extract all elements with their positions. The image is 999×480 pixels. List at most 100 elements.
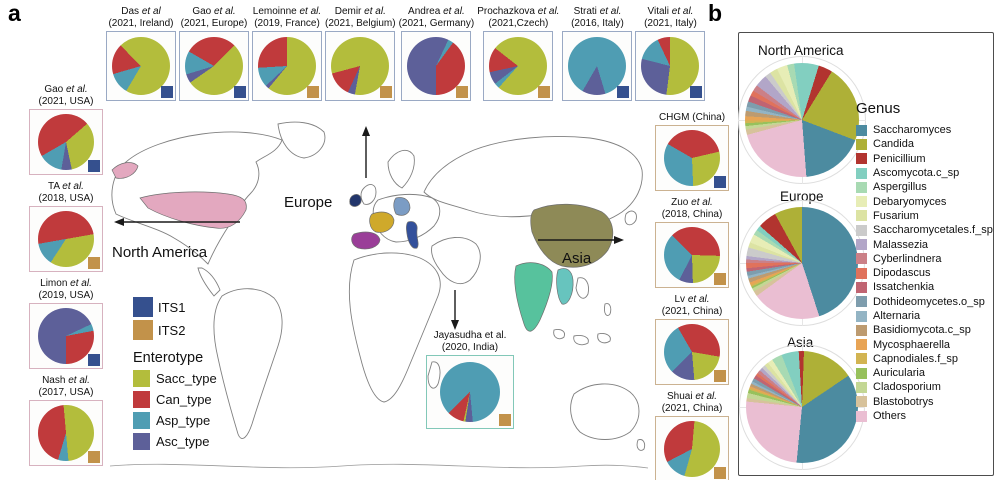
pie-box bbox=[655, 319, 729, 385]
genus-label: Capnodiales.f_sp bbox=[873, 352, 959, 365]
study-etal: et al. bbox=[66, 84, 88, 95]
genus-color-swatch bbox=[856, 253, 867, 265]
genus-legend-item: Cladosporium bbox=[856, 380, 993, 394]
enterotype-label: Can_type bbox=[156, 392, 212, 407]
genus-legend-item: Alternaria bbox=[856, 309, 993, 323]
study-card: Lemoinne et al. (2019, France) bbox=[252, 6, 322, 101]
pie-box bbox=[29, 206, 103, 272]
enterotype-legend-item: Asc_type bbox=[133, 433, 217, 450]
study-detail: (2019, USA) bbox=[38, 290, 94, 301]
study-author-line: Gao et al. bbox=[38, 84, 93, 96]
enterotype-label: Asp_type bbox=[156, 413, 211, 428]
genus-label: Saccharomycetales.f_sp bbox=[873, 224, 993, 237]
study-detail: (2018, USA) bbox=[38, 193, 94, 204]
southeast-asia-landmass bbox=[575, 277, 589, 299]
study-author-line: Andrea et al. bbox=[399, 6, 475, 18]
study-detail: (2021, Ireland) bbox=[108, 18, 174, 29]
enterotype-color-swatch bbox=[133, 391, 150, 408]
its2-label: ITS2 bbox=[158, 322, 186, 338]
study-pie-chart bbox=[112, 37, 170, 95]
arrow-to-north-america-head bbox=[114, 218, 124, 226]
study-author: Vitali bbox=[647, 6, 669, 17]
study-label: Nash et al. (2017, USA) bbox=[38, 375, 93, 399]
enterotype-label: Asc_type bbox=[156, 434, 210, 449]
genus-label: Aspergillus bbox=[873, 181, 927, 194]
region-pie-chart bbox=[745, 63, 859, 177]
study-author: Lemoinne bbox=[252, 6, 297, 17]
genus-legend-item: Malassezia bbox=[856, 237, 993, 251]
genus-legend-item: Debaryomyces bbox=[856, 194, 993, 208]
study-author: Gao bbox=[192, 6, 212, 17]
study-etal: et al. bbox=[537, 6, 560, 17]
enterotype-legend: Enterotype Sacc_type Can_type Asp_type Asc_… bbox=[133, 350, 217, 454]
pie-box bbox=[401, 31, 472, 101]
study-card: Prochazkova et al. (2021,Czech) bbox=[477, 6, 559, 101]
genus-legend-item: Capnodiales.f_sp bbox=[856, 352, 993, 366]
study-card: Limon et al. (2019, USA) bbox=[29, 278, 103, 369]
study-etal: et al. bbox=[599, 6, 622, 17]
study-label: Vitali et al. (2021, Italy) bbox=[644, 6, 697, 30]
pie-box bbox=[562, 31, 633, 101]
indonesia-island-3 bbox=[597, 333, 611, 344]
study-pie-chart bbox=[38, 405, 94, 461]
genus-legend-item: Auricularia bbox=[856, 366, 993, 380]
arrow-to-india-pie-head bbox=[451, 320, 459, 330]
study-card: Jayasudha et al. (2020, India) bbox=[426, 330, 514, 429]
indonesia-island-2 bbox=[573, 335, 589, 346]
left-study-column: Gao et al. (2021, USA) TA et al. (2018, USA… bbox=[24, 84, 108, 466]
study-author-line: Prochazkova et al. bbox=[477, 6, 559, 18]
study-card: Vitali et al. (2021, Italy) bbox=[635, 6, 706, 101]
study-author-line: Gao et al. bbox=[181, 6, 248, 18]
map-label-asia: Asia bbox=[562, 250, 592, 267]
study-card: Demir et al. (2021, Belgium) bbox=[325, 6, 396, 101]
study-label: Limon et al. (2019, USA) bbox=[38, 278, 93, 302]
study-author: TA bbox=[48, 181, 60, 192]
its-marker bbox=[88, 451, 100, 463]
genus-color-swatch bbox=[856, 296, 867, 308]
its-marker bbox=[499, 414, 511, 426]
arrow-to-asia-head bbox=[614, 236, 624, 244]
its1-legend-row: ITS1 bbox=[133, 297, 185, 317]
study-detail: (2019, France) bbox=[254, 18, 320, 29]
study-detail: (2020, India) bbox=[441, 342, 499, 353]
region-title: North America bbox=[758, 43, 844, 58]
genus-label: Cladosporium bbox=[873, 381, 941, 394]
study-pie-chart bbox=[664, 130, 720, 186]
study-etal: et al. bbox=[691, 197, 713, 208]
study-pie-chart bbox=[664, 421, 720, 477]
study-etal: et al. bbox=[214, 6, 236, 17]
study-author-line: Lemoinne et al. bbox=[253, 6, 321, 18]
its-marker bbox=[380, 86, 393, 98]
pie-box bbox=[635, 31, 706, 101]
genus-color-swatch bbox=[856, 124, 867, 136]
study-detail: (2021, Belgium) bbox=[325, 18, 396, 29]
study-author: Limon bbox=[40, 278, 68, 289]
study-label: Strati et al. (2016, Italy) bbox=[571, 6, 624, 30]
its-marker bbox=[161, 86, 173, 98]
study-pie-chart bbox=[38, 114, 94, 170]
genus-color-swatch bbox=[856, 138, 867, 150]
study-author: Das bbox=[121, 6, 140, 17]
japan-island bbox=[624, 210, 637, 226]
its1-swatch bbox=[133, 297, 153, 317]
study-pie-chart bbox=[38, 211, 94, 267]
study-author-line: TA et al. bbox=[38, 181, 93, 193]
genus-legend-item: Aspergillus bbox=[856, 180, 993, 194]
genus-label: Ascomycota.c_sp bbox=[873, 167, 960, 180]
region-pie-chart bbox=[746, 351, 858, 463]
genus-label: Dipodascus bbox=[873, 267, 931, 280]
genus-label: Saccharomyces bbox=[873, 124, 952, 137]
enterotype-legend-items: Sacc_type Can_type Asp_type Asc_type bbox=[133, 370, 217, 450]
top-study-row: Das et al (2021, Ireland) Gao et al. (2021,… bbox=[106, 6, 706, 101]
study-label: TA et al. (2018, USA) bbox=[38, 181, 93, 205]
pie-box bbox=[29, 400, 103, 466]
study-author-line: Limon et al. bbox=[38, 278, 93, 290]
map-label-north-america: North America bbox=[112, 244, 208, 261]
study-pie-chart bbox=[38, 308, 94, 364]
study-etal: et al. bbox=[364, 6, 386, 17]
its-marker bbox=[538, 86, 551, 98]
country-myanmar bbox=[556, 268, 574, 305]
genus-label: Basidiomycota.c_sp bbox=[873, 324, 971, 337]
genus-legend-item: Ascomycota.c_sp bbox=[856, 166, 993, 180]
study-etal: et al. bbox=[695, 391, 718, 402]
